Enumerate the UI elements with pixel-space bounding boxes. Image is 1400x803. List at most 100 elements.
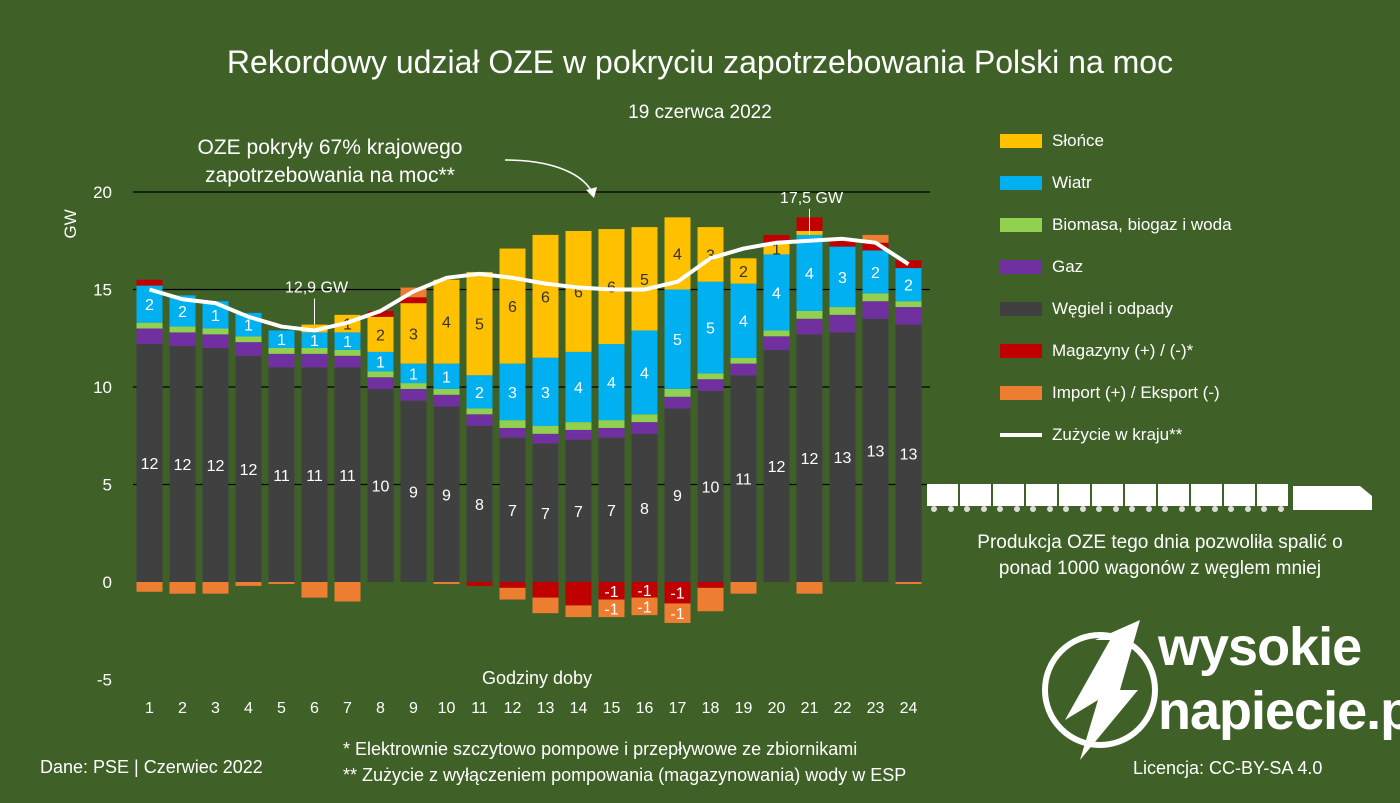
- wheel-icon: [948, 506, 954, 512]
- bar-value-label: 7: [607, 503, 616, 520]
- bar-value-label: 8: [475, 497, 484, 514]
- bar-value-label: 4: [640, 365, 649, 382]
- bar-value-label: 8: [640, 501, 649, 518]
- legend-item-import: Import (+) / Eksport (-): [1000, 380, 1220, 406]
- bar-segment: [367, 371, 394, 378]
- bar-segment: [598, 582, 625, 600]
- bar-segment: [565, 422, 592, 430]
- bar-segment: [334, 367, 361, 582]
- bar-segment: [235, 355, 262, 582]
- bar-segment: [565, 429, 592, 440]
- bar-segment: [268, 582, 295, 584]
- bar-segment: [598, 344, 625, 421]
- train-caption-line-2: ponad 1000 wagonów z węglem mniej: [998, 558, 1322, 579]
- x-tick-label: 3: [211, 700, 220, 717]
- bar-segment: [532, 234, 559, 358]
- legend-label: Słońce: [1052, 131, 1104, 150]
- train-caption-line-1: Produkcja OZE tego dnia pozwoliła spalić…: [977, 532, 1343, 553]
- bar-segment: [202, 582, 229, 594]
- y-tick-label: 5: [103, 476, 112, 495]
- bar-segment: [730, 363, 757, 376]
- bar-segment: [367, 377, 394, 389]
- wagon-icon: [1158, 484, 1189, 506]
- footnote-2: ** Zużycie z wyłączeniem pompowania (mag…: [343, 765, 907, 785]
- bar-value-label: -1: [604, 601, 618, 618]
- bar-segment: [697, 587, 724, 612]
- bar-segment: [796, 310, 823, 319]
- wheel-icon: [1080, 506, 1086, 512]
- bar-segment: [730, 582, 757, 594]
- bar-value-label: 4: [607, 375, 616, 392]
- bar-segment: [730, 258, 757, 284]
- wheel-icon: [997, 506, 1003, 512]
- bar-value-label: -1: [604, 584, 618, 601]
- bar-segment: [268, 367, 295, 582]
- bar-value-label: 1: [772, 242, 781, 259]
- bar-segment: [136, 279, 163, 286]
- wheel-icon: [1278, 506, 1284, 512]
- bar-segment: [829, 332, 856, 582]
- bar-value-label: 2: [871, 265, 880, 282]
- bar-segment: [532, 582, 559, 598]
- y-axis-label: GW: [61, 209, 80, 238]
- bar-segment: [400, 383, 427, 389]
- x-tick-label: 20: [768, 700, 786, 717]
- bar-segment: [367, 310, 394, 317]
- legend-label: Zużycie w kraju**: [1052, 425, 1183, 444]
- bar-segment: [565, 605, 592, 618]
- wheel-icon: [1228, 506, 1234, 512]
- bar-segment: [499, 420, 526, 428]
- legend-swatch: [1000, 218, 1042, 232]
- bar-value-label: 4: [673, 246, 682, 263]
- bar-value-label: 2: [178, 304, 187, 321]
- bar-segment: [433, 388, 460, 395]
- legend-label: Import (+) / Eksport (-): [1052, 383, 1220, 402]
- bar-value-label: -1: [670, 586, 684, 603]
- bar-value-label: 3: [706, 247, 715, 264]
- bar-value-label: 12: [174, 457, 192, 474]
- legend-swatch: [1000, 260, 1042, 274]
- bar-segment: [433, 394, 460, 407]
- bar-value-label: 11: [339, 468, 356, 485]
- wheel-icon: [1014, 506, 1020, 512]
- x-tick-label: 24: [900, 700, 918, 717]
- bar-value-label: 2: [475, 385, 484, 402]
- wheel-icon: [931, 506, 937, 512]
- bar-value-label: 7: [574, 504, 583, 521]
- bar-segment: [763, 349, 790, 582]
- bar-segment: [301, 367, 328, 582]
- bar-value-label: 3: [409, 326, 418, 343]
- bar-segment: [631, 227, 658, 331]
- bar-value-label: 10: [702, 479, 720, 496]
- bar-segment: [565, 439, 592, 582]
- bar-value-label: 9: [409, 484, 418, 501]
- bar-segment: [136, 582, 163, 592]
- bar-segment: [664, 388, 691, 397]
- x-tick-label: 21: [801, 700, 819, 717]
- bar-segment: [763, 254, 790, 331]
- bar-segment: [664, 408, 691, 582]
- bar-segment: [400, 400, 427, 582]
- legend-item-wegiel: Węgiel i odpady: [1000, 296, 1173, 322]
- bar-segment: [862, 318, 889, 582]
- bar-segment: [367, 351, 394, 372]
- annotation-arrowhead: [586, 187, 597, 198]
- bar-value-label: 2: [145, 297, 154, 314]
- bar-segment: [862, 250, 889, 294]
- bar-segment: [268, 330, 295, 348]
- legend-item-gaz: Gaz: [1000, 254, 1083, 280]
- bar-segment: [598, 599, 625, 618]
- wheel-icon: [964, 506, 970, 512]
- x-tick-label: 10: [438, 700, 456, 717]
- bar-segment: [466, 271, 493, 376]
- bar-segment: [301, 582, 328, 598]
- bar-segment: [532, 426, 559, 434]
- bar-segment: [532, 433, 559, 444]
- x-tick-label: 7: [343, 700, 352, 717]
- bar-value-label: 1: [442, 369, 451, 386]
- legend-label: Magazyny (+) / (-)*: [1052, 341, 1194, 360]
- bar-value-label: 11: [735, 472, 752, 489]
- bar-segment: [334, 582, 361, 602]
- legend-label: Biomasa, biogaz i woda: [1052, 215, 1232, 234]
